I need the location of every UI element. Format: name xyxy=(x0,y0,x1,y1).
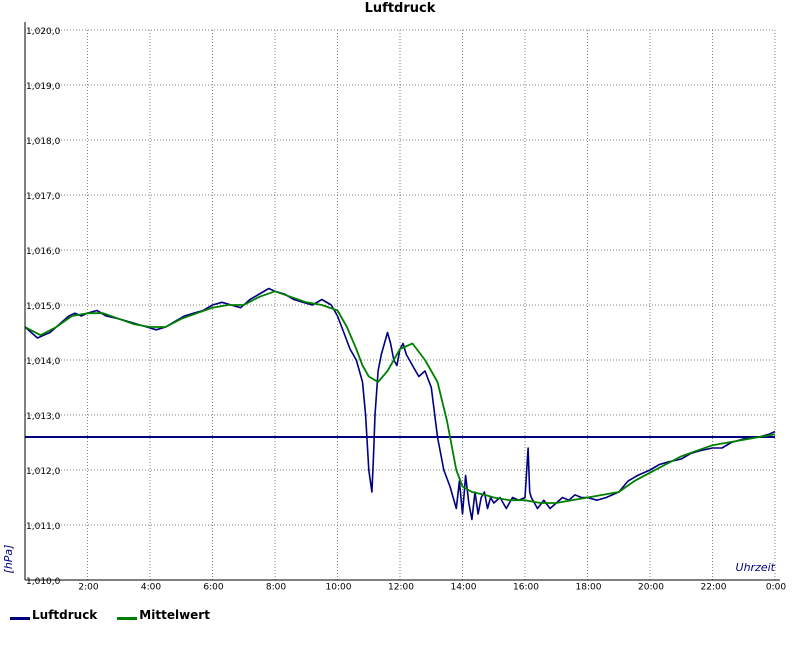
y-tick-label: 1,018,0 xyxy=(26,137,61,147)
x-tick-label: 18:00 xyxy=(576,583,602,593)
x-tick-label: 22:00 xyxy=(701,583,727,593)
x-tick-label: 0:00 xyxy=(766,583,786,593)
series-layer xyxy=(24,287,776,521)
x-tick-label: 4:00 xyxy=(141,583,161,593)
y-tick-label: 1,011,0 xyxy=(26,522,61,532)
y-tick-label: 1,014,0 xyxy=(26,357,61,367)
legend: Luftdruck Mittelwert xyxy=(10,608,210,622)
legend-swatch-luftdruck xyxy=(10,616,30,620)
y-tick-label: 1,010,0 xyxy=(26,577,61,587)
x-tick-label: 12:00 xyxy=(388,583,414,593)
x-tick-label: 20:00 xyxy=(638,583,664,593)
grid-lines xyxy=(25,29,776,581)
y-tick-label: 1,016,0 xyxy=(26,247,61,257)
y-tick-labels: 1,010,0 1,011,0 1,012,0 1,013,0 1,014,0 1,015… xyxy=(26,27,61,587)
y-tick-label: 1,015,0 xyxy=(26,302,61,312)
x-tick-label: 14:00 xyxy=(451,583,477,593)
y-axis-label: [hPa] xyxy=(2,545,15,574)
series-line-mittelwert xyxy=(24,290,776,504)
axes xyxy=(24,22,780,581)
y-tick-label: 1,012,0 xyxy=(26,467,61,477)
x-tick-label: 2:00 xyxy=(78,583,98,593)
legend-item-mittelwert: Mittelwert xyxy=(117,608,210,622)
series-line-luftdruck xyxy=(24,287,776,521)
y-tick-label: 1,017,0 xyxy=(26,192,61,202)
legend-label-luftdruck: Luftdruck xyxy=(32,608,98,622)
chart-title: Luftdruck xyxy=(365,1,436,16)
y-tick-label: 1,020,0 xyxy=(26,27,61,37)
y-tick-label: 1,019,0 xyxy=(26,82,61,92)
legend-label-mittelwert: Mittelwert xyxy=(139,608,210,622)
x-axis-label: Uhrzeit xyxy=(736,561,776,574)
y-tick-label: 1,013,0 xyxy=(26,412,61,422)
legend-item-luftdruck: Luftdruck xyxy=(10,608,97,622)
x-tick-label: 10:00 xyxy=(326,583,352,593)
x-tick-label: 8:00 xyxy=(266,583,286,593)
x-tick-label: 6:00 xyxy=(203,583,223,593)
x-tick-label: 16:00 xyxy=(513,583,539,593)
legend-swatch-mittelwert xyxy=(117,616,138,620)
x-tick-labels: 2:00 4:00 6:00 8:00 10:00 12:00 14:00 16:00 18:0… xyxy=(78,583,786,593)
